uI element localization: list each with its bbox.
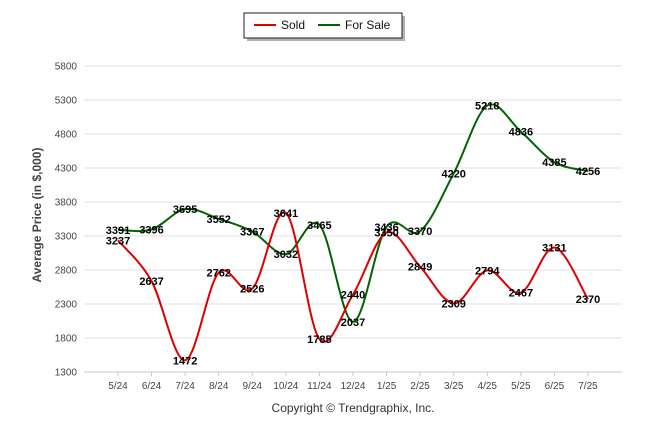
x-axis-ticks: 5/24 6/24 7/24 8/24 9/24 10/24 11/24 12/24 1/25 2… xyxy=(108,372,598,392)
sold-data-label: 3131 xyxy=(542,242,566,254)
x-tick-label: 5/24 xyxy=(108,381,128,392)
for-sale-data-label: 3391 xyxy=(106,225,130,237)
y-tick-label: 4300 xyxy=(55,164,78,175)
sold-data-label: 2309 xyxy=(441,298,465,310)
sold-data-label: 1472 xyxy=(173,355,197,367)
sold-data-label: 3237 xyxy=(106,235,130,247)
for-sale-data-label: 2037 xyxy=(341,317,365,329)
for-sale-data-label: 5218 xyxy=(475,101,499,113)
sold-data-label: 2849 xyxy=(408,262,432,274)
legend-for-sale-label[interactable]: For Sale xyxy=(345,18,391,32)
for-sale-series-line xyxy=(117,103,589,323)
sold-data-label: 2762 xyxy=(206,268,230,280)
y-tick-label: 3300 xyxy=(55,232,78,243)
for-sale-data-label: 3367 xyxy=(240,226,264,238)
for-sale-data-label: 4256 xyxy=(576,166,600,178)
sold-data-label: 2794 xyxy=(475,265,500,277)
for-sale-data-label: 4220 xyxy=(441,168,465,180)
y-tick-label: 4800 xyxy=(55,130,78,141)
y-axis-title: Average Price (in $,000) xyxy=(30,148,44,283)
legend-sold-label[interactable]: Sold xyxy=(281,18,305,32)
y-tick-label: 2800 xyxy=(55,266,78,277)
y-tick-label: 5300 xyxy=(55,96,78,107)
x-tick-label: 6/25 xyxy=(545,381,565,392)
for-sale-data-label: 3695 xyxy=(173,204,197,216)
x-tick-label: 6/24 xyxy=(142,381,162,392)
data-labels: 3237 2637 1472 2762 2526 3641 1785 2440 3350 2849… xyxy=(106,101,600,368)
copyright-footer: Copyright © Trendgraphix, Inc. xyxy=(272,401,435,415)
series-lines xyxy=(117,103,589,362)
y-tick-label: 1800 xyxy=(55,334,78,345)
y-tick-label: 2300 xyxy=(55,300,78,311)
sold-data-label: 3641 xyxy=(274,208,298,220)
sold-data-label: 1785 xyxy=(307,334,331,346)
for-sale-data-label: 3396 xyxy=(139,224,163,236)
for-sale-data-label: 4385 xyxy=(542,157,566,169)
sold-data-label: 2637 xyxy=(139,276,163,288)
sold-series-line xyxy=(117,211,589,362)
sold-data-label: 2526 xyxy=(240,284,264,296)
y-tick-label: 5800 xyxy=(55,62,78,73)
x-tick-label: 3/25 xyxy=(444,381,464,392)
gridlines xyxy=(84,65,622,373)
sold-data-label: 2467 xyxy=(509,288,533,300)
y-tick-label: 3800 xyxy=(55,198,78,209)
x-tick-label: 5/25 xyxy=(511,381,531,392)
x-tick-label: 7/25 xyxy=(578,381,598,392)
y-tick-label: 1300 xyxy=(55,368,78,379)
x-tick-label: 10/24 xyxy=(273,381,298,392)
x-tick-label: 2/25 xyxy=(410,381,430,392)
sold-data-label: 3350 xyxy=(374,228,398,240)
x-tick-label: 7/24 xyxy=(175,381,195,392)
for-sale-data-label: 3465 xyxy=(307,220,331,232)
x-tick-label: 1/25 xyxy=(377,381,397,392)
for-sale-data-label: 3436 xyxy=(374,222,398,234)
x-tick-label: 9/24 xyxy=(243,381,263,392)
x-tick-label: 8/24 xyxy=(209,381,229,392)
x-tick-label: 11/24 xyxy=(307,381,332,392)
x-tick-label: 4/25 xyxy=(478,381,498,392)
y-axis-ticks: 1300 1800 2300 2800 3300 3800 4300 4800 5300 5800 xyxy=(55,62,78,379)
for-sale-data-label: 4836 xyxy=(509,127,533,139)
sold-data-label: 2370 xyxy=(576,294,600,306)
for-sale-data-label: 3032 xyxy=(274,249,298,261)
sold-data-label: 2440 xyxy=(341,289,365,301)
for-sale-data-label: 3370 xyxy=(408,226,432,238)
legend[interactable]: Sold For Sale xyxy=(243,12,405,41)
for-sale-data-label: 3552 xyxy=(206,214,230,226)
x-tick-label: 12/24 xyxy=(340,381,365,392)
